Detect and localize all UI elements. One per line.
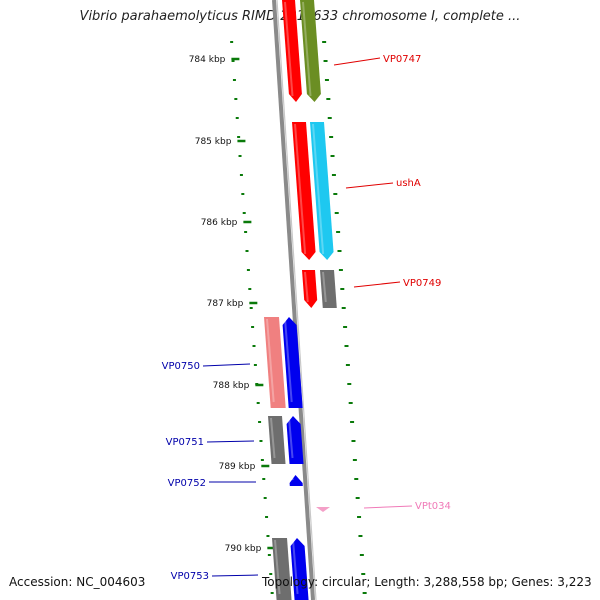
scale-tick-label: 787 kbp bbox=[207, 299, 244, 309]
gene-feature-VP0752[interactable] bbox=[289, 475, 303, 486]
gene-feature-VPt034[interactable] bbox=[316, 507, 330, 512]
feature-shading bbox=[292, 539, 299, 595]
gene-feature-blue[interactable] bbox=[286, 416, 304, 464]
gene-leader-line bbox=[206, 440, 255, 443]
gene-leader-line bbox=[345, 182, 394, 189]
feature-shading bbox=[302, 1, 312, 97]
scale-tick-label: 790 kbp bbox=[225, 544, 262, 554]
feature-shading bbox=[304, 271, 309, 303]
gene-feature-blue[interactable] bbox=[282, 317, 303, 408]
feature-shading bbox=[322, 271, 327, 303]
gene-feature-cyan[interactable] bbox=[310, 122, 334, 260]
scale-tick-label: 789 kbp bbox=[219, 462, 256, 472]
feature-shading bbox=[294, 123, 307, 255]
backbone-highlight bbox=[276, 0, 317, 600]
gene-features[interactable] bbox=[264, 0, 337, 600]
gene-label[interactable]: VP0751 bbox=[166, 437, 204, 448]
gene-leader-line bbox=[333, 57, 381, 66]
gene-feature-VP0750[interactable] bbox=[264, 317, 286, 408]
gene-leader-line bbox=[353, 281, 401, 288]
feature-shading bbox=[284, 1, 294, 97]
gene-leader-line bbox=[363, 505, 413, 509]
genome-summary-text: Topology: circular; Length: 3,288,558 bp… bbox=[262, 575, 592, 589]
gene-leader-line bbox=[211, 574, 259, 577]
feature-shading bbox=[266, 318, 275, 403]
map-title: Vibrio parahaemolyticus RIMD 2210633 chr… bbox=[79, 9, 521, 24]
gene-labels[interactable]: VP0747 ushA VP0749 VP0750 VP0751 VP0752 VP0753… bbox=[162, 54, 451, 582]
scale-tick-label: 788 kbp bbox=[213, 381, 250, 391]
gene-feature-VP0753[interactable] bbox=[290, 538, 309, 600]
genome-backbone bbox=[272, 0, 317, 600]
gene-label[interactable]: VP0747 bbox=[383, 54, 421, 65]
feature-shading bbox=[270, 417, 276, 459]
gene-label[interactable]: VPt034 bbox=[415, 501, 451, 512]
gene-feature-VP0751[interactable] bbox=[268, 416, 286, 464]
gene-label[interactable]: VP0753 bbox=[171, 571, 209, 582]
feature-shading bbox=[284, 318, 293, 403]
scale-tick-label: 785 kbp bbox=[195, 137, 232, 147]
track-dots bbox=[230, 41, 367, 594]
feature-shading bbox=[291, 476, 294, 481]
accession-text: Accession: NC_004603 bbox=[9, 575, 146, 589]
gene-label[interactable]: ushA bbox=[396, 178, 421, 189]
gene-feature-VP0749[interactable] bbox=[302, 270, 318, 308]
feature-shading bbox=[312, 123, 325, 255]
gene-feature-gray[interactable] bbox=[272, 538, 292, 600]
gene-feature-ushA[interactable] bbox=[292, 122, 316, 260]
gene-feature-gray[interactable] bbox=[320, 270, 337, 308]
gene-label[interactable]: VP0752 bbox=[168, 478, 206, 489]
scale-tick-label: 786 kbp bbox=[201, 218, 238, 228]
gene-feature-red[interactable] bbox=[282, 0, 302, 102]
gene-leader-line bbox=[202, 363, 251, 367]
backbone-line bbox=[272, 0, 315, 600]
gene-label[interactable]: VP0749 bbox=[403, 278, 441, 289]
scale-tick-label: 784 kbp bbox=[189, 55, 226, 65]
feature-shading bbox=[274, 539, 281, 595]
gene-label[interactable]: VP0750 bbox=[162, 361, 200, 372]
gene-feature-olive[interactable] bbox=[300, 0, 321, 102]
feature-shading bbox=[288, 417, 294, 459]
